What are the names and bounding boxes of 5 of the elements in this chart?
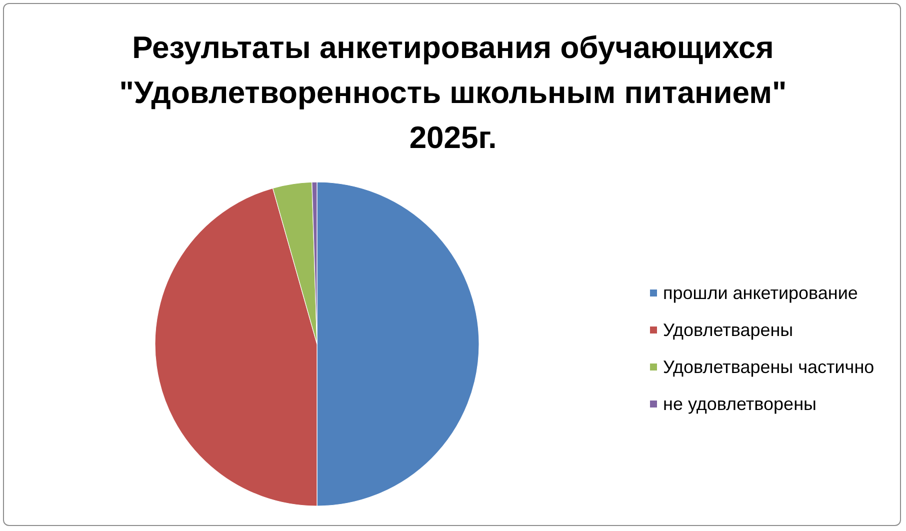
legend-label: Удовлетварены	[663, 320, 794, 340]
legend-label: прошли анкетирование	[663, 283, 858, 303]
legend-label: Удовлетварены частично	[663, 357, 874, 377]
legend-label: не удовлетворены	[663, 394, 816, 414]
chart-title: Результаты анкетирования обучающихся "Удовлетворенность школьным питанием" 2025г.	[119, 30, 787, 155]
